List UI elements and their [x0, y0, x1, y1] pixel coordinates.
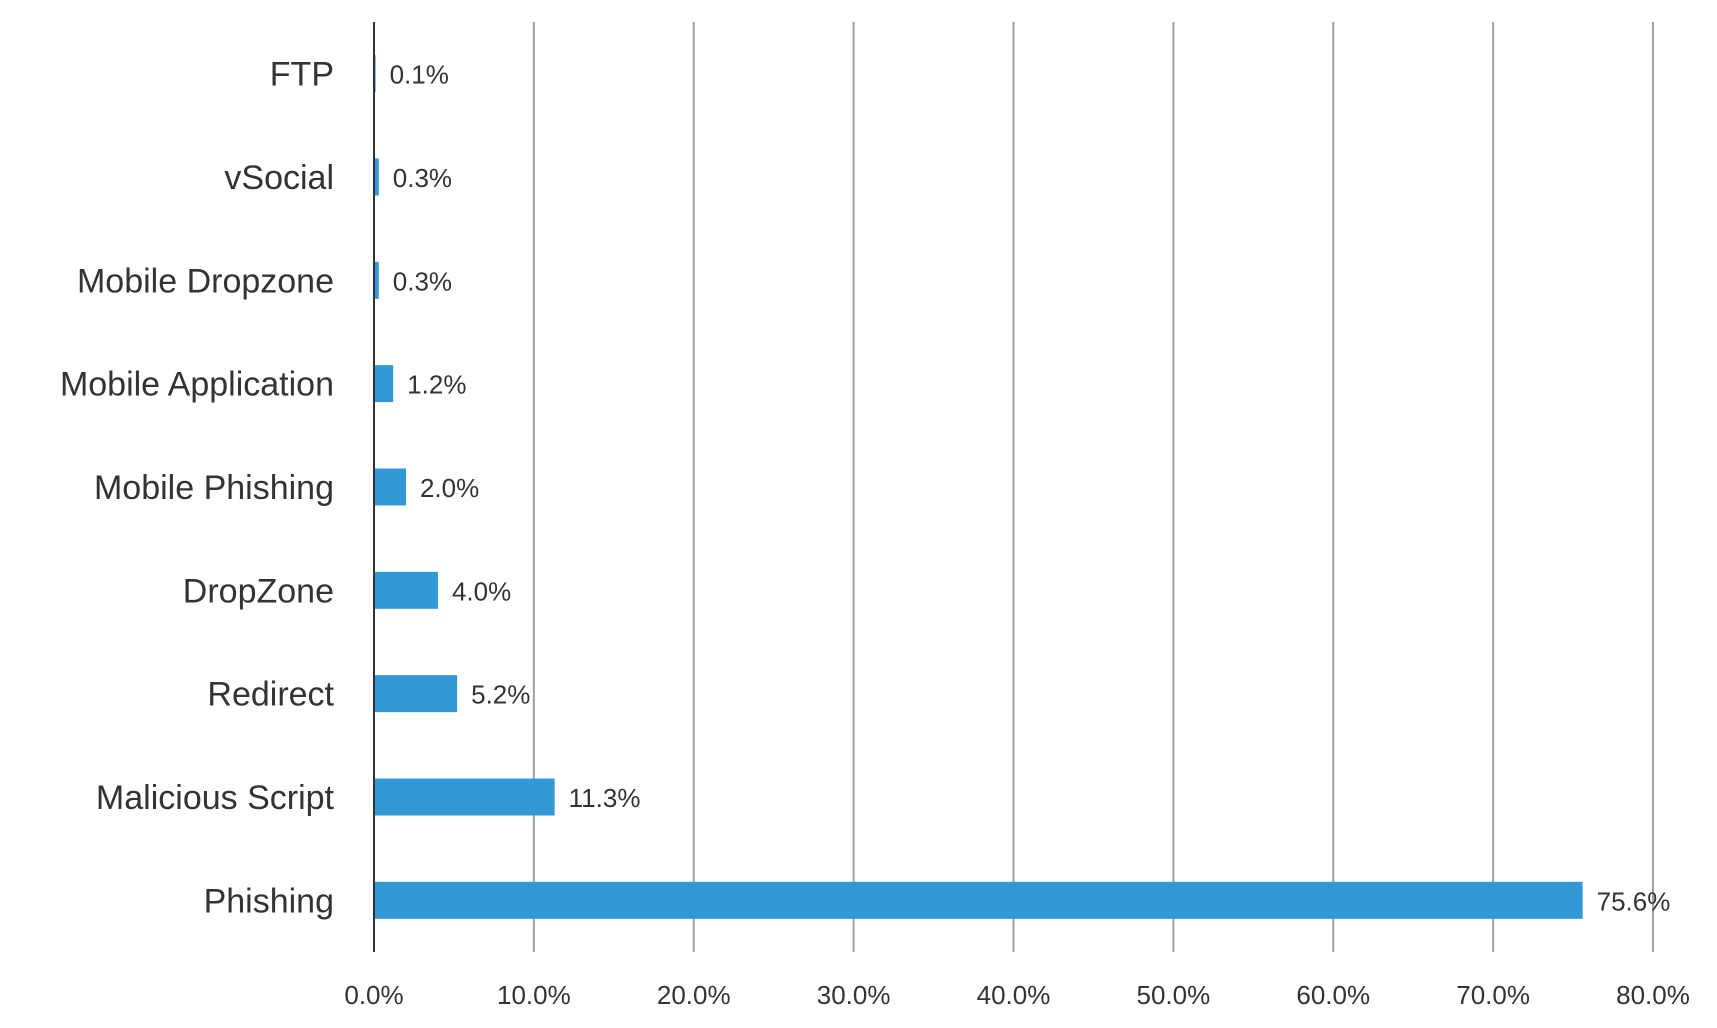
data-label: 11.3%: [569, 783, 641, 813]
bar-vsocial: [374, 158, 379, 196]
data-label: 1.2%: [407, 370, 466, 400]
category-label: Phishing: [204, 882, 334, 920]
bar-mobile-phishing: [374, 468, 406, 506]
category-label: vSocial: [224, 159, 334, 197]
x-tick-label: 30.0%: [817, 980, 891, 1010]
category-label: Mobile Application: [60, 366, 334, 404]
data-label: 0.1%: [390, 60, 449, 90]
category-label: DropZone: [183, 572, 334, 610]
x-tick-label: 50.0%: [1137, 980, 1211, 1010]
data-label: 75.6%: [1597, 886, 1671, 916]
x-tick-label: 10.0%: [497, 980, 571, 1010]
bar-dropzone: [374, 571, 438, 609]
x-tick-label: 20.0%: [657, 980, 731, 1010]
data-label: 2.0%: [420, 473, 479, 503]
x-tick-label: 0.0%: [344, 980, 403, 1010]
category-label: Mobile Dropzone: [77, 262, 334, 300]
x-tick-label: 70.0%: [1456, 980, 1530, 1010]
bar-malicious-script: [374, 778, 555, 816]
bar-phishing: [374, 881, 1583, 919]
category-label: FTP: [270, 56, 334, 94]
category-label: Redirect: [207, 676, 334, 714]
bar-mobile-application: [374, 365, 394, 403]
bar-redirect: [374, 675, 458, 713]
data-label: 0.3%: [393, 266, 452, 296]
data-label: 5.2%: [471, 680, 530, 710]
data-label: 0.3%: [393, 163, 452, 193]
data-label: 4.0%: [452, 576, 511, 606]
x-tick-label: 80.0%: [1616, 980, 1690, 1010]
category-label: Mobile Phishing: [94, 469, 334, 507]
x-tick-label: 60.0%: [1296, 980, 1370, 1010]
category-label: Malicious Script: [96, 779, 335, 817]
bar-mobile-dropzone: [374, 261, 379, 299]
x-tick-label: 40.0%: [977, 980, 1051, 1010]
